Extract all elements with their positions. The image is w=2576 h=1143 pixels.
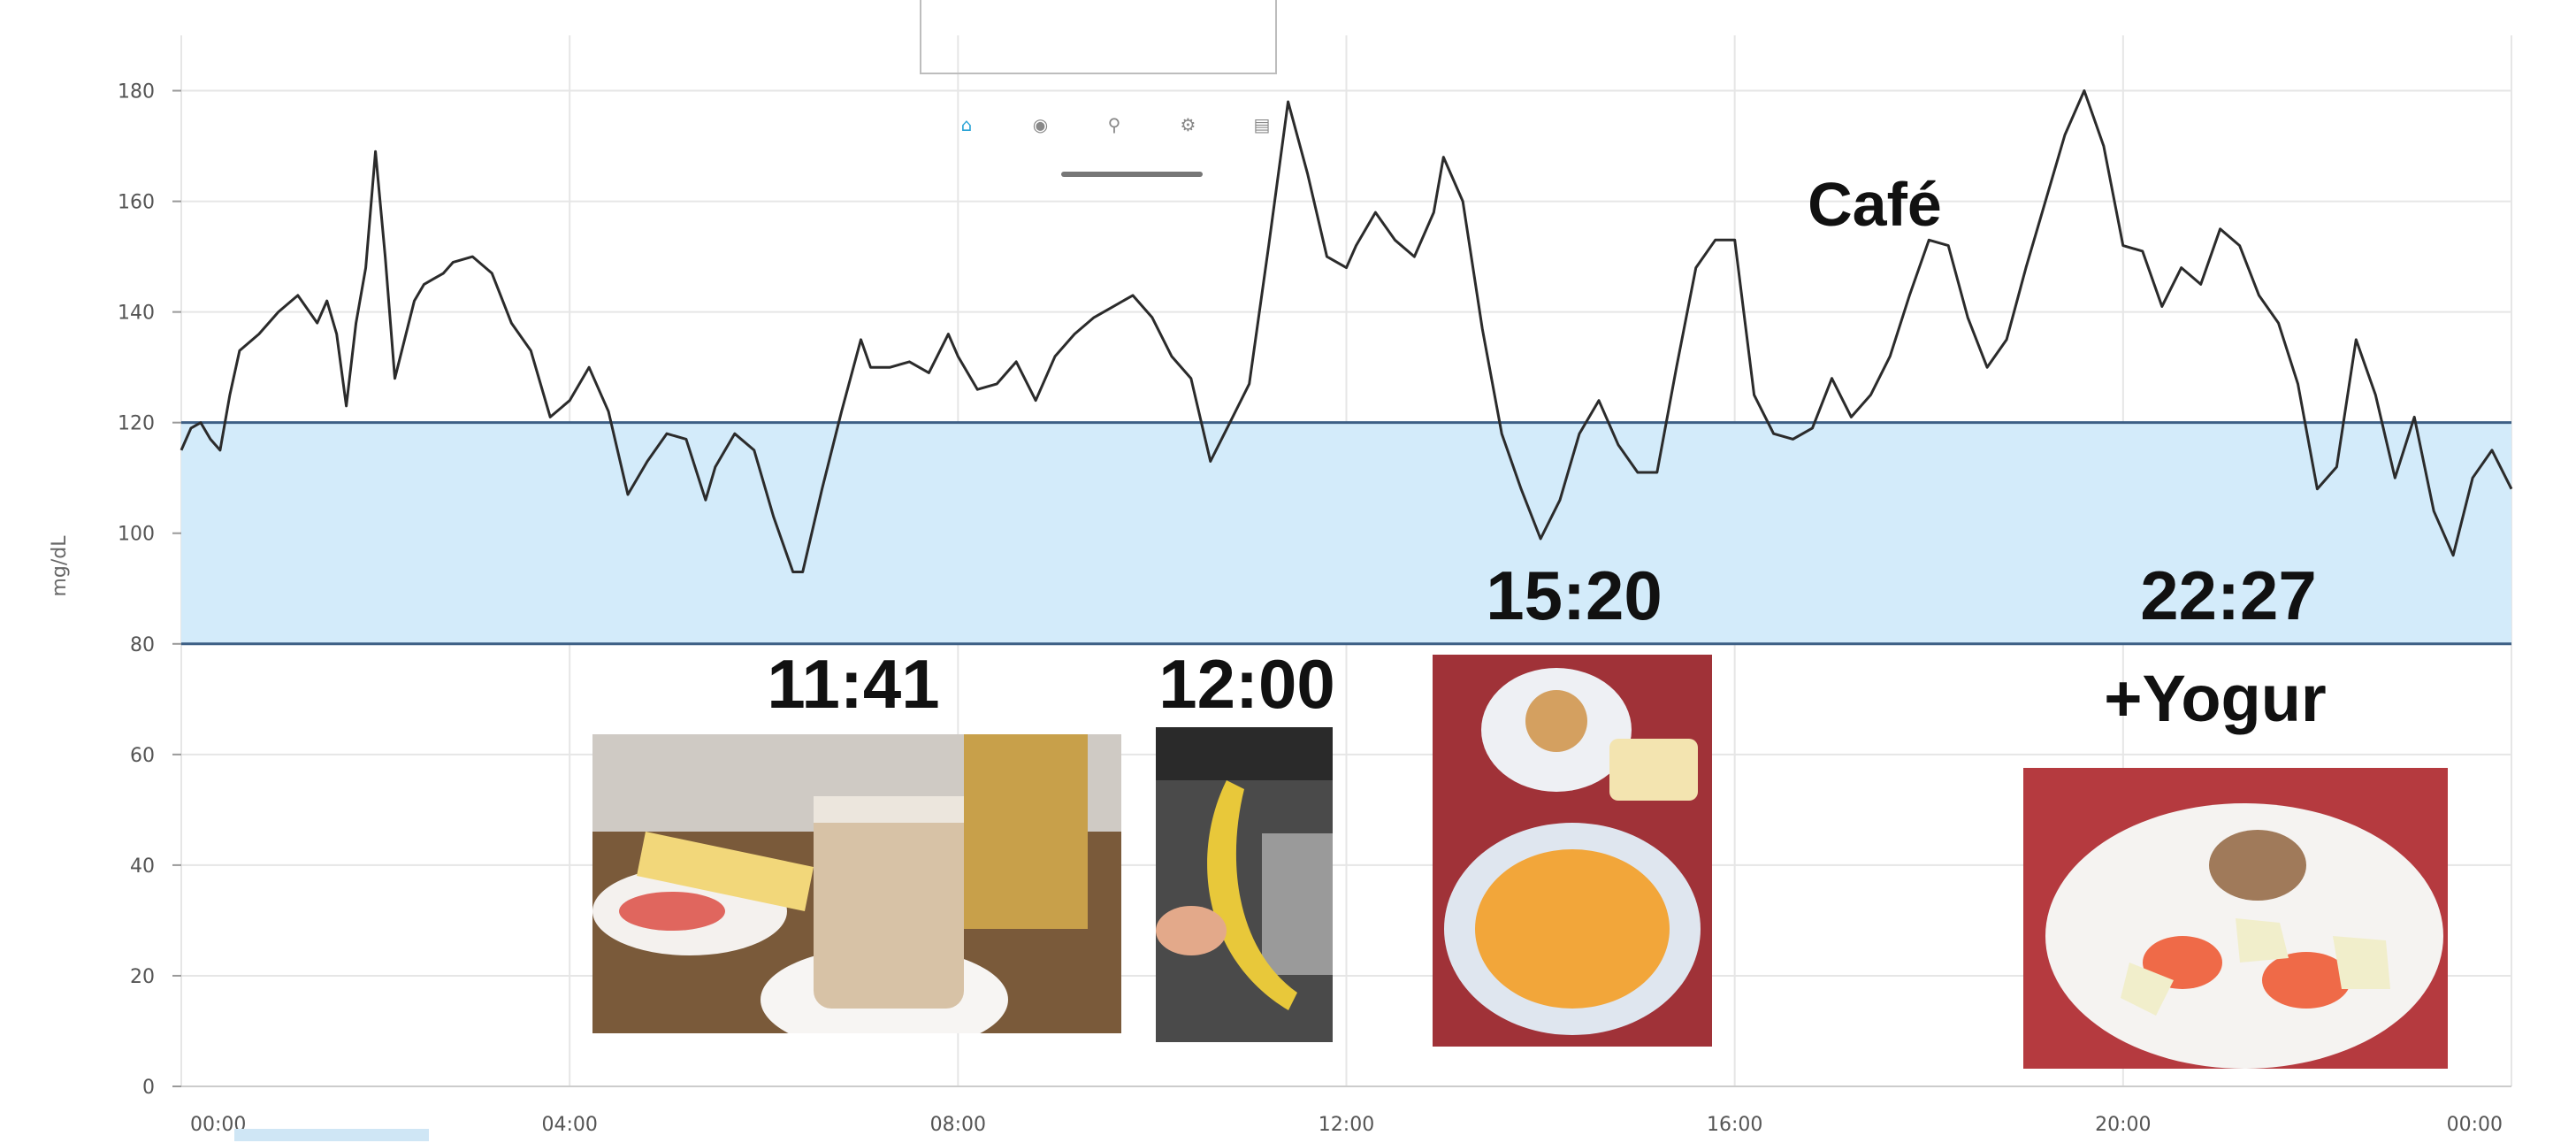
y-tick-label: 60 [130,745,155,767]
photo-banana [1156,727,1333,1042]
photo-breakfast [592,734,1121,1033]
target-range-band [181,422,2511,644]
y-tick-label: 120 [118,413,155,435]
y-tick-label: 100 [118,524,155,546]
x-tick-label: 08:00 [930,1114,986,1136]
horizontal-scrollbar-thumb[interactable] [234,1129,429,1141]
x-tick-label: 04:00 [541,1114,597,1136]
y-tick-label: 180 [118,81,155,104]
y-tick-label: 80 [130,634,155,656]
settings-icon[interactable]: ⚙ [1180,114,1196,135]
x-tick-label: 12:00 [1319,1114,1374,1136]
photo-lunch [1433,655,1712,1047]
overlay-nav-icons: ⌂ ◉ ⚲ ⚙ ▤ [955,113,1273,136]
y-tick-label: 0 [142,1077,155,1099]
x-tick-label: 00:00 [2447,1114,2503,1136]
glucose-series-line [180,89,2513,573]
annotation-time-2227: 22:27 [2140,556,2317,634]
annotation-time-1520: 15:20 [1486,556,1663,634]
x-tick-label: 16:00 [1707,1114,1762,1136]
home-icon[interactable]: ⌂ [960,114,973,135]
share-icon[interactable]: ⚲ [1107,114,1121,135]
y-axis-ticks: 0 20 40 60 80 100 120 140 160 180 [118,81,181,1099]
annotation-cafe: Café [1808,170,1942,239]
overlay-frame [920,0,1277,74]
y-tick-label: 20 [130,966,155,988]
x-axis-ticks: 00:00 04:00 08:00 12:00 16:00 20:00 00:00 [190,1114,2503,1136]
dot-icon[interactable]: ◉ [1032,114,1049,135]
annotation-yogur: +Yogur [2104,662,2326,735]
annotation-time-1200: 12:00 [1158,645,1335,723]
calendar-icon[interactable]: ▤ [1253,114,1271,135]
home-indicator-bar [1061,172,1203,177]
photo-dinner [2023,768,2448,1069]
y-tick-label: 40 [130,855,155,878]
y-axis-label: mg/dL [49,535,71,597]
y-tick-label: 140 [118,303,155,325]
x-tick-label: 20:00 [2095,1114,2151,1136]
app-overlay-fragment: ⌂ ◉ ⚲ ⚙ ▤ [920,0,1291,186]
annotation-time-1141: 11:41 [767,645,939,723]
y-tick-label: 160 [118,192,155,214]
